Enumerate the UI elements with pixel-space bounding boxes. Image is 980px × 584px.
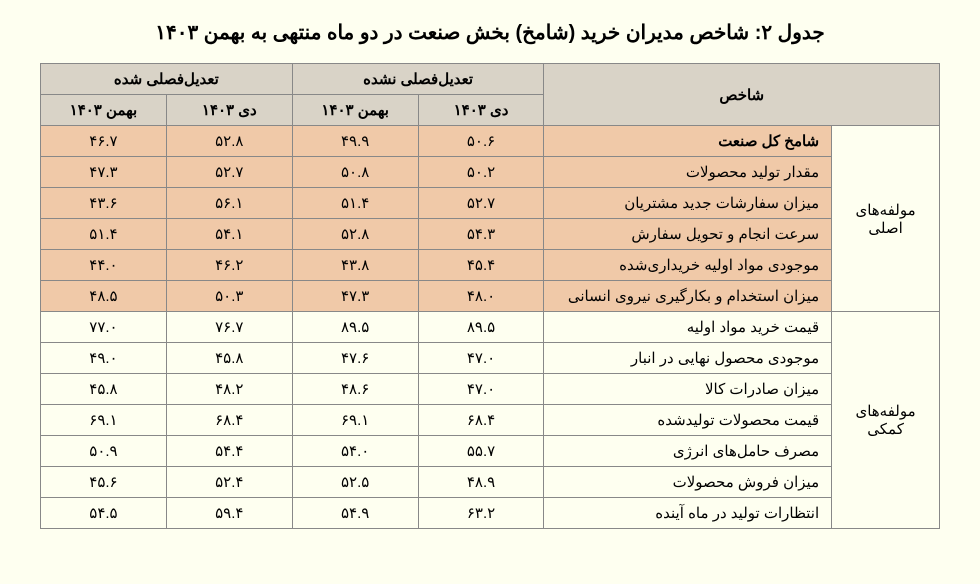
index-label: میزان صادرات کالا — [544, 374, 832, 405]
index-label: میزان استخدام و بکارگیری نیروی انسانی — [544, 281, 832, 312]
index-label: سرعت انجام و تحویل سفارش — [544, 219, 832, 250]
value-cell: ۴۷.۳ — [292, 281, 418, 312]
table-row: مصرف حامل‌های انرژی۵۵.۷۵۴.۰۵۴.۴۵۰.۹ — [41, 436, 940, 467]
value-cell: ۸۹.۵ — [292, 312, 418, 343]
value-cell: ۴۹.۹ — [292, 126, 418, 157]
value-cell: ۴۸.۵ — [41, 281, 167, 312]
index-label: میزان فروش محصولات — [544, 467, 832, 498]
table-row: سرعت انجام و تحویل سفارش۵۴.۳۵۲.۸۵۴.۱۵۱.۴ — [41, 219, 940, 250]
pmi-table: شاخص تعدیل‌فصلی نشده تعدیل‌فصلی شده دی ۱… — [40, 63, 940, 529]
value-cell: ۵۴.۹ — [292, 498, 418, 529]
header-index: شاخص — [544, 64, 940, 126]
value-cell: ۵۲.۷ — [418, 188, 544, 219]
value-cell: ۴۷.۶ — [292, 343, 418, 374]
index-label: قیمت محصولات تولیدشده — [544, 405, 832, 436]
value-cell: ۵۰.۸ — [292, 157, 418, 188]
value-cell: ۴۵.۶ — [41, 467, 167, 498]
index-label: قیمت خرید مواد اولیه — [544, 312, 832, 343]
value-cell: ۵۲.۵ — [292, 467, 418, 498]
value-cell: ۵۱.۴ — [41, 219, 167, 250]
value-cell: ۴۸.۰ — [418, 281, 544, 312]
value-cell: ۶۳.۲ — [418, 498, 544, 529]
table-head: شاخص تعدیل‌فصلی نشده تعدیل‌فصلی شده دی ۱… — [41, 64, 940, 126]
value-cell: ۶۹.۱ — [41, 405, 167, 436]
value-cell: ۴۸.۲ — [166, 374, 292, 405]
index-label: موجودی مواد اولیه خریداری‌شده — [544, 250, 832, 281]
index-label: میزان سفارشات جدید مشتریان — [544, 188, 832, 219]
value-cell: ۴۸.۹ — [418, 467, 544, 498]
value-cell: ۵۴.۰ — [292, 436, 418, 467]
index-label: انتظارات تولید در ماه آینده — [544, 498, 832, 529]
header-unadj-dey: دی ۱۴۰۳ — [418, 95, 544, 126]
value-cell: ۵۱.۴ — [292, 188, 418, 219]
value-cell: ۵۵.۷ — [418, 436, 544, 467]
value-cell: ۸۹.۵ — [418, 312, 544, 343]
value-cell: ۶۸.۴ — [418, 405, 544, 436]
header-adj-bahman: بهمن ۱۴۰۳ — [41, 95, 167, 126]
value-cell: ۴۳.۶ — [41, 188, 167, 219]
value-cell: ۵۲.۸ — [166, 126, 292, 157]
value-cell: ۵۴.۵ — [41, 498, 167, 529]
index-label: موجودی محصول نهایی در انبار — [544, 343, 832, 374]
header-adjusted: تعدیل‌فصلی شده — [41, 64, 293, 95]
value-cell: ۴۵.۸ — [166, 343, 292, 374]
table-title: جدول ۲: شاخص مدیران خرید (شامخ) بخش صنعت… — [40, 20, 940, 45]
value-cell: ۴۵.۸ — [41, 374, 167, 405]
value-cell: ۴۶.۷ — [41, 126, 167, 157]
value-cell: ۵۰.۳ — [166, 281, 292, 312]
table-row: موجودی مواد اولیه خریداری‌شده۴۵.۴۴۳.۸۴۶.… — [41, 250, 940, 281]
table-row: مقدار تولید محصولات۵۰.۲۵۰.۸۵۲.۷۴۷.۳ — [41, 157, 940, 188]
value-cell: ۴۴.۰ — [41, 250, 167, 281]
table-body: مولفه‌های اصلیشامخ کل صنعت۵۰.۶۴۹.۹۵۲.۸۴۶… — [41, 126, 940, 529]
index-label: مقدار تولید محصولات — [544, 157, 832, 188]
value-cell: ۵۹.۴ — [166, 498, 292, 529]
value-cell: ۴۷.۳ — [41, 157, 167, 188]
category-cell: مولفه‌های اصلی — [832, 126, 940, 312]
value-cell: ۴۷.۰ — [418, 374, 544, 405]
value-cell: ۶۸.۴ — [166, 405, 292, 436]
value-cell: ۷۶.۷ — [166, 312, 292, 343]
table-row: قیمت محصولات تولیدشده۶۸.۴۶۹.۱۶۸.۴۶۹.۱ — [41, 405, 940, 436]
value-cell: ۵۲.۸ — [292, 219, 418, 250]
value-cell: ۵۶.۱ — [166, 188, 292, 219]
value-cell: ۴۹.۰ — [41, 343, 167, 374]
value-cell: ۶۹.۱ — [292, 405, 418, 436]
value-cell: ۵۴.۴ — [166, 436, 292, 467]
value-cell: ۵۴.۳ — [418, 219, 544, 250]
value-cell: ۴۷.۰ — [418, 343, 544, 374]
table-row: میزان صادرات کالا۴۷.۰۴۸.۶۴۸.۲۴۵.۸ — [41, 374, 940, 405]
header-unadj-bahman: بهمن ۱۴۰۳ — [292, 95, 418, 126]
value-cell: ۵۰.۹ — [41, 436, 167, 467]
table-row: انتظارات تولید در ماه آینده۶۳.۲۵۴.۹۵۹.۴۵… — [41, 498, 940, 529]
category-cell: مولفه‌های کمکی — [832, 312, 940, 529]
index-label: شامخ کل صنعت — [544, 126, 832, 157]
value-cell: ۴۶.۲ — [166, 250, 292, 281]
value-cell: ۴۳.۸ — [292, 250, 418, 281]
table-row: موجودی محصول نهایی در انبار۴۷.۰۴۷.۶۴۵.۸۴… — [41, 343, 940, 374]
value-cell: ۵۰.۲ — [418, 157, 544, 188]
value-cell: ۵۲.۴ — [166, 467, 292, 498]
value-cell: ۵۴.۱ — [166, 219, 292, 250]
value-cell: ۵۰.۶ — [418, 126, 544, 157]
index-label: مصرف حامل‌های انرژی — [544, 436, 832, 467]
value-cell: ۴۵.۴ — [418, 250, 544, 281]
value-cell: ۷۷.۰ — [41, 312, 167, 343]
table-row: مولفه‌های کمکیقیمت خرید مواد اولیه۸۹.۵۸۹… — [41, 312, 940, 343]
header-unadjusted: تعدیل‌فصلی نشده — [292, 64, 544, 95]
table-row: میزان سفارشات جدید مشتریان۵۲.۷۵۱.۴۵۶.۱۴۳… — [41, 188, 940, 219]
table-row: مولفه‌های اصلیشامخ کل صنعت۵۰.۶۴۹.۹۵۲.۸۴۶… — [41, 126, 940, 157]
table-row: میزان استخدام و بکارگیری نیروی انسانی۴۸.… — [41, 281, 940, 312]
header-adj-dey: دی ۱۴۰۳ — [166, 95, 292, 126]
table-row: میزان فروش محصولات۴۸.۹۵۲.۵۵۲.۴۴۵.۶ — [41, 467, 940, 498]
value-cell: ۴۸.۶ — [292, 374, 418, 405]
value-cell: ۵۲.۷ — [166, 157, 292, 188]
